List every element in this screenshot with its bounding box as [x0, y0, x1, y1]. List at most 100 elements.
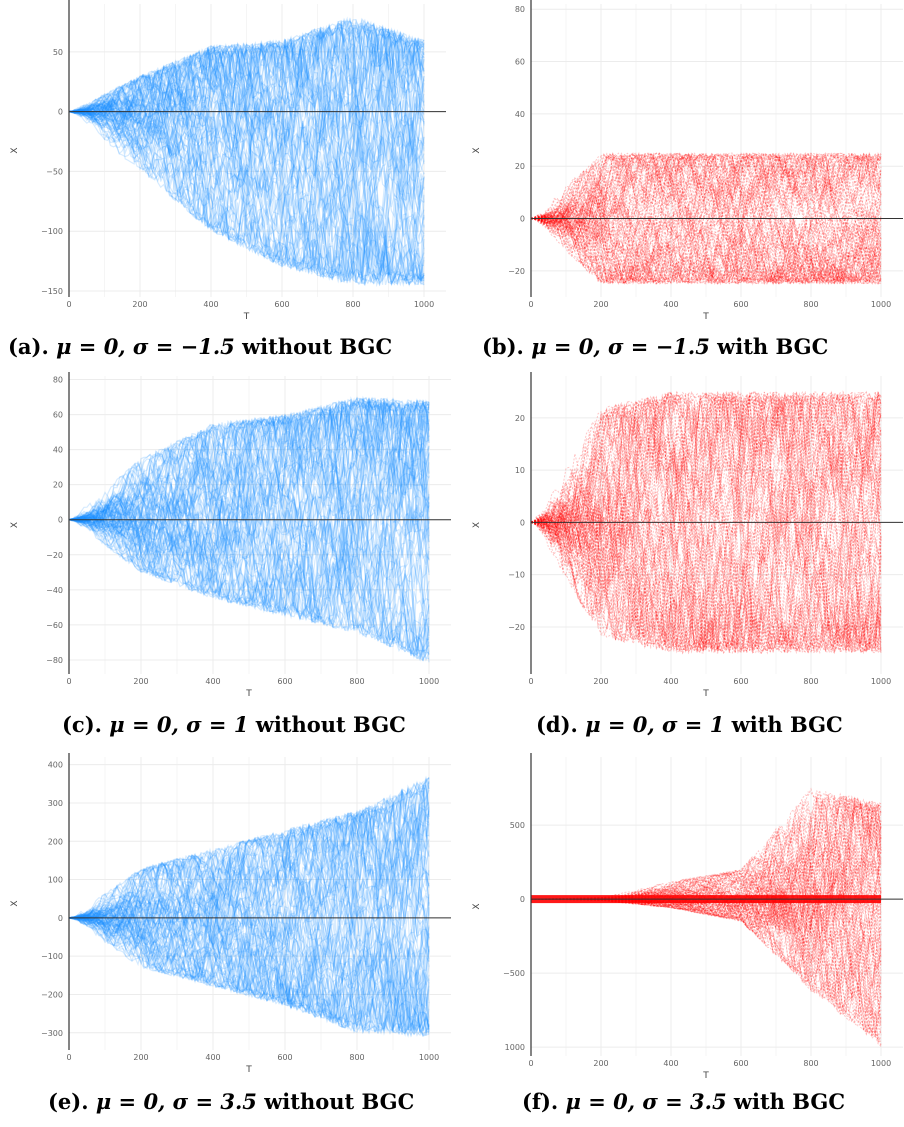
series-line	[68, 806, 430, 983]
series-line	[531, 795, 882, 916]
series-line	[530, 391, 882, 655]
series-line	[68, 473, 430, 661]
series-line	[530, 418, 882, 655]
series-line	[530, 393, 882, 654]
series-line	[530, 389, 882, 652]
series-line	[530, 151, 882, 263]
series-line	[531, 888, 882, 1036]
y-tick-label: 80	[53, 376, 63, 385]
series-line	[68, 402, 430, 560]
series-line	[68, 792, 430, 977]
series-line	[530, 407, 882, 653]
series-line	[531, 873, 882, 978]
series-line	[530, 153, 882, 285]
series-line	[68, 18, 425, 144]
series-line	[68, 397, 430, 580]
x-tick-label: 0	[66, 677, 71, 686]
y-axis-label: X	[10, 522, 20, 528]
series-line	[531, 816, 882, 938]
series-line	[530, 215, 882, 285]
series-line	[68, 21, 425, 157]
y-tick-label: −500	[503, 969, 525, 978]
series-line	[68, 39, 425, 228]
series-line	[530, 391, 882, 595]
x-tick-label: 600	[733, 300, 748, 309]
series-line	[68, 793, 430, 940]
series-line	[531, 846, 882, 955]
series-line	[69, 403, 430, 565]
series-line	[530, 207, 882, 285]
series-line	[530, 173, 882, 285]
x-axis-label: T	[702, 1071, 709, 1081]
series-line	[68, 41, 425, 225]
series-line	[530, 390, 882, 571]
series-line	[69, 822, 430, 989]
x-tick-label: 1000	[419, 677, 439, 686]
series-line	[530, 152, 882, 286]
series-line	[68, 804, 430, 993]
y-tick-label: 60	[53, 411, 63, 420]
series-line	[68, 397, 430, 528]
series-line	[68, 777, 430, 921]
series-line	[68, 803, 430, 1030]
x-tick-label: 200	[593, 677, 608, 686]
series-line	[530, 153, 882, 271]
series-line	[68, 401, 430, 582]
series-line	[68, 513, 430, 653]
caption-f: (f). μ = 0, σ = 3.5 with BGC	[522, 1089, 845, 1114]
series-line	[68, 17, 425, 157]
series-line	[530, 193, 882, 285]
series-line	[68, 405, 430, 554]
series-line	[68, 397, 430, 521]
series-line	[530, 392, 882, 652]
series-line	[530, 202, 882, 285]
series-line	[530, 391, 882, 569]
series-line	[530, 395, 882, 653]
series-line	[69, 850, 430, 1008]
caption-a-prefix: (a).	[8, 334, 49, 359]
series-line	[68, 38, 425, 189]
series-line	[530, 495, 882, 654]
series-line	[69, 44, 425, 254]
series-line	[531, 182, 882, 285]
series-line	[531, 790, 882, 902]
y-tick-label: −20	[508, 267, 525, 276]
series-line	[531, 880, 882, 1009]
series-line	[531, 792, 882, 999]
series-line	[68, 917, 430, 1034]
series-line	[530, 392, 882, 650]
series-line	[530, 213, 882, 285]
series-line	[530, 391, 882, 604]
series-line	[68, 812, 430, 1010]
x-tick-label: 200	[133, 677, 148, 686]
series-line	[530, 208, 882, 285]
series-line	[68, 401, 430, 613]
series-line	[530, 512, 882, 655]
series-line	[68, 68, 425, 287]
series-line	[68, 401, 430, 553]
series-line	[530, 151, 882, 267]
series-line	[530, 152, 882, 228]
series-line	[530, 193, 882, 284]
series-line	[530, 391, 882, 542]
series-line	[531, 790, 882, 902]
series-line	[531, 795, 882, 943]
series-line	[530, 152, 882, 222]
series-line	[68, 395, 430, 563]
series-line	[68, 835, 430, 999]
series-line	[68, 95, 425, 285]
series-line	[68, 45, 425, 287]
y-tick-label: −100	[41, 227, 63, 236]
caption-f-prefix: (f).	[522, 1089, 559, 1114]
series-line	[68, 790, 430, 974]
series-line	[530, 471, 882, 654]
series-line	[68, 35, 425, 274]
series-line	[530, 406, 882, 586]
series-line	[531, 835, 882, 950]
series-line	[531, 887, 882, 1033]
series-line	[68, 25, 425, 119]
series-line	[68, 907, 430, 1036]
series-line	[530, 153, 882, 283]
series-line	[68, 22, 425, 178]
series-line	[530, 152, 882, 252]
